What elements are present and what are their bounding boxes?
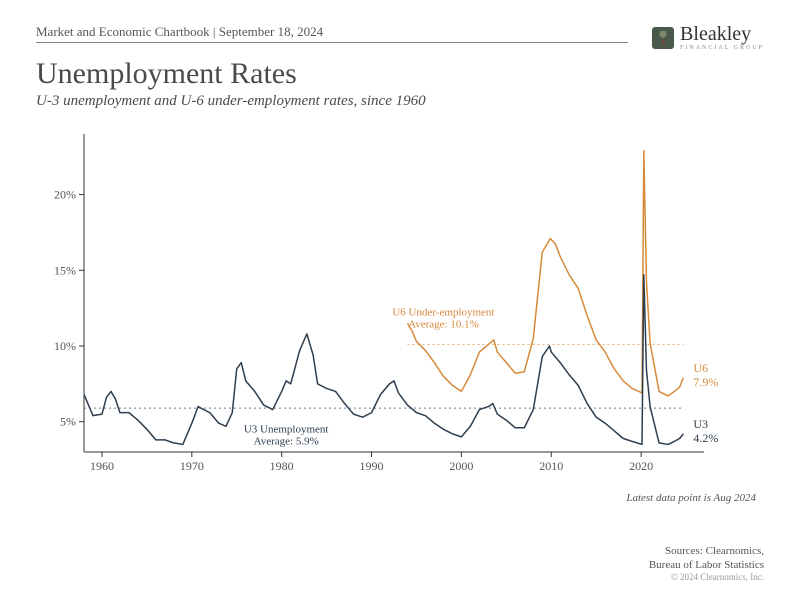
page-title: Unemployment Rates xyxy=(36,57,764,91)
svg-text:15%: 15% xyxy=(54,263,76,277)
latest-data-footnote: Latest data point is Aug 2024 xyxy=(36,492,764,504)
header-text: Market and Economic Chartbook | Septembe… xyxy=(36,24,323,39)
sources-line1: Sources: Clearnomics, xyxy=(649,544,764,558)
copyright: © 2024 Clearnomics, Inc. xyxy=(649,572,764,584)
logo-main: Bleakley xyxy=(680,23,751,45)
brand-logo: Bleakley FINANCIAL GROUP xyxy=(652,24,764,51)
sources-line2: Bureau of Labor Statistics xyxy=(649,558,764,572)
svg-text:U3 Unemployment: U3 Unemployment xyxy=(244,423,329,435)
svg-text:20%: 20% xyxy=(54,188,76,202)
svg-text:1970: 1970 xyxy=(180,459,204,473)
header-line: Market and Economic Chartbook | Septembe… xyxy=(36,24,628,43)
svg-text:Average: 10.1%: Average: 10.1% xyxy=(408,319,479,331)
sources-block: Sources: Clearnomics, Bureau of Labor St… xyxy=(649,544,764,584)
svg-text:1980: 1980 xyxy=(270,459,294,473)
svg-text:10%: 10% xyxy=(54,339,76,353)
svg-text:4.2%: 4.2% xyxy=(693,431,718,445)
svg-text:7.9%: 7.9% xyxy=(693,375,718,389)
tree-icon xyxy=(652,27,674,49)
svg-text:U6: U6 xyxy=(693,361,708,375)
svg-text:1960: 1960 xyxy=(90,459,114,473)
unemployment-chart: 5% 10% 15% 20% 1960 1970 1980 1990 2000 2010 2020 U… xyxy=(36,128,764,488)
svg-text:2000: 2000 xyxy=(449,459,473,473)
svg-text:Average: 5.9%: Average: 5.9% xyxy=(254,435,319,447)
svg-text:2010: 2010 xyxy=(539,459,563,473)
svg-text:U3: U3 xyxy=(693,417,708,431)
svg-text:1990: 1990 xyxy=(360,459,384,473)
svg-text:5%: 5% xyxy=(60,415,76,429)
logo-sub: FINANCIAL GROUP xyxy=(680,45,764,51)
page-subtitle: U-3 unemployment and U-6 under-employmen… xyxy=(36,93,764,110)
svg-text:U6 Under-employment: U6 Under-employment xyxy=(392,307,494,319)
svg-text:2020: 2020 xyxy=(629,459,653,473)
